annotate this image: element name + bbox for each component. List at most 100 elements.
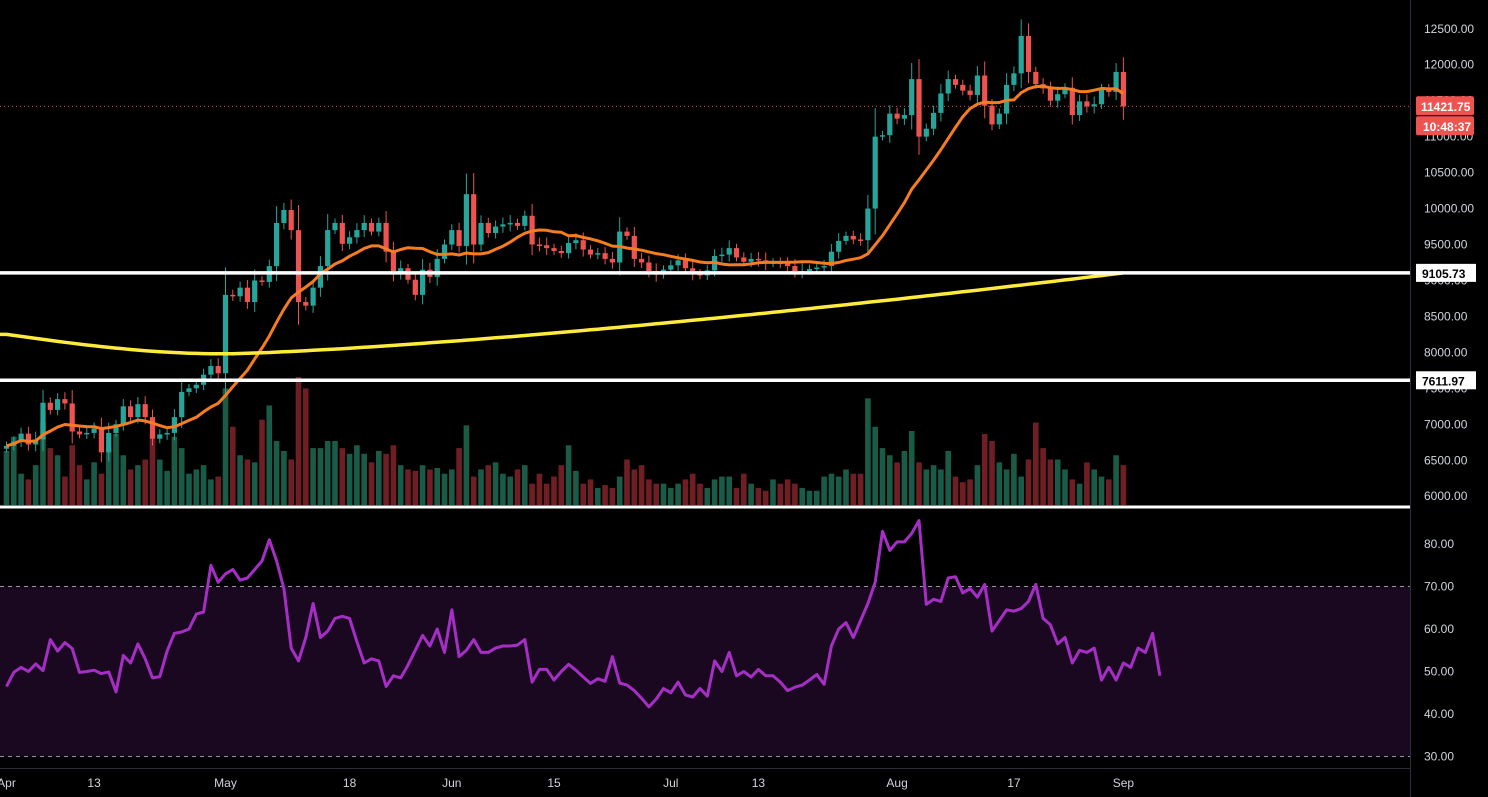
candle-body[interactable] [303,302,309,306]
candle-body[interactable] [1084,101,1090,107]
candle-body[interactable] [580,240,586,250]
candle-body[interactable] [237,287,243,297]
candle-body[interactable] [55,399,61,410]
candle-body[interactable] [858,239,864,241]
candle-body[interactable] [901,115,907,119]
candle-body[interactable] [894,113,900,119]
candle-body[interactable] [398,268,404,273]
candle-body[interactable] [91,428,97,433]
candle-body[interactable] [295,230,302,303]
candle-body[interactable] [507,222,513,225]
candle-body[interactable] [98,428,104,453]
candle-body[interactable] [252,280,258,303]
candle-body[interactable] [113,424,119,433]
candle-body[interactable] [361,222,367,231]
candle-body[interactable] [25,433,31,445]
candle-body[interactable] [274,222,280,267]
candle-body[interactable] [230,294,236,297]
candle-body[interactable] [456,230,462,246]
candle-body[interactable] [931,112,937,129]
candle-body[interactable] [215,366,221,374]
candle-body[interactable] [690,268,696,274]
candle-body[interactable] [726,248,732,255]
candle-body[interactable] [332,222,338,231]
candle-body[interactable] [354,230,360,238]
candle-body[interactable] [566,243,572,254]
candle-body[interactable] [310,287,316,306]
candle-body[interactable] [135,404,141,418]
candle-body[interactable] [69,403,75,432]
candle-body[interactable] [1077,101,1083,116]
candle-body[interactable] [996,113,1002,125]
candle-body[interactable] [675,260,681,266]
candle-body[interactable] [631,235,637,259]
candle-body[interactable] [785,263,791,267]
candle-body[interactable] [514,222,521,226]
candle-body[interactable] [339,222,345,244]
candle-body[interactable] [887,113,893,136]
candle-body[interactable] [719,254,725,257]
candle-body[interactable] [806,268,813,272]
candle-body[interactable] [186,388,192,392]
candle-body[interactable] [909,79,915,116]
candle-body[interactable] [551,248,557,251]
candle-body[interactable] [1011,73,1017,85]
candle-body[interactable] [222,294,229,374]
candle-body[interactable] [463,194,469,246]
candle-body[interactable] [244,287,250,303]
candle-body[interactable] [106,432,112,453]
candle-body[interactable] [84,432,90,435]
candle-body[interactable] [960,84,966,91]
candle-body[interactable] [120,406,126,425]
candle-body[interactable] [609,258,615,263]
candle-body[interactable] [850,235,856,240]
candle-body[interactable] [967,90,973,95]
candle-body[interactable] [288,209,294,231]
candle-body[interactable] [814,267,820,270]
candle-body[interactable] [792,266,798,272]
candle-body[interactable] [368,222,375,232]
candle-body[interactable] [828,251,834,267]
candle-body[interactable] [682,260,688,269]
candle-body[interactable] [62,399,68,404]
candle-body[interactable] [916,79,922,137]
candle-body[interactable] [1025,35,1032,72]
candle-body[interactable] [441,244,448,259]
candle-body[interactable] [974,75,980,95]
candle-body[interactable] [1055,94,1061,101]
candle-body[interactable] [544,245,550,249]
candle-body[interactable] [390,251,396,273]
candle-body[interactable] [639,258,645,263]
candle-body[interactable] [865,208,871,241]
candle-body[interactable] [821,266,827,268]
candle-body[interactable] [347,237,353,244]
candle-body[interactable] [879,135,886,137]
candle-body[interactable] [755,258,761,261]
candle-body[interactable] [383,222,389,252]
horizontal-levels[interactable] [0,105,1410,509]
candle-body[interactable] [923,128,929,137]
candle-body[interactable] [449,230,455,245]
candle-body[interactable] [952,79,959,85]
candle-body[interactable] [376,222,382,232]
candle-body[interactable] [478,222,484,245]
candle-body[interactable] [872,136,878,209]
candle-body[interactable] [193,384,199,389]
candle-body[interactable] [1098,89,1105,105]
candle-body[interactable] [317,266,323,288]
candle-body[interactable] [843,235,849,241]
candle-body[interactable] [595,253,601,255]
candle-body[interactable] [1091,104,1097,107]
candle-body[interactable] [171,417,177,433]
candle-body[interactable] [1106,89,1112,93]
candle-body[interactable] [558,250,564,254]
candle-body[interactable] [420,269,426,295]
candle-body[interactable] [40,402,46,440]
candle-body[interactable] [325,230,331,267]
candle-body[interactable] [157,434,163,439]
candle-body[interactable] [493,226,499,234]
candle-body[interactable] [1113,71,1119,93]
candle-body[interactable] [836,240,842,252]
candle-body[interactable] [471,194,477,245]
candle-body[interactable] [945,79,951,94]
